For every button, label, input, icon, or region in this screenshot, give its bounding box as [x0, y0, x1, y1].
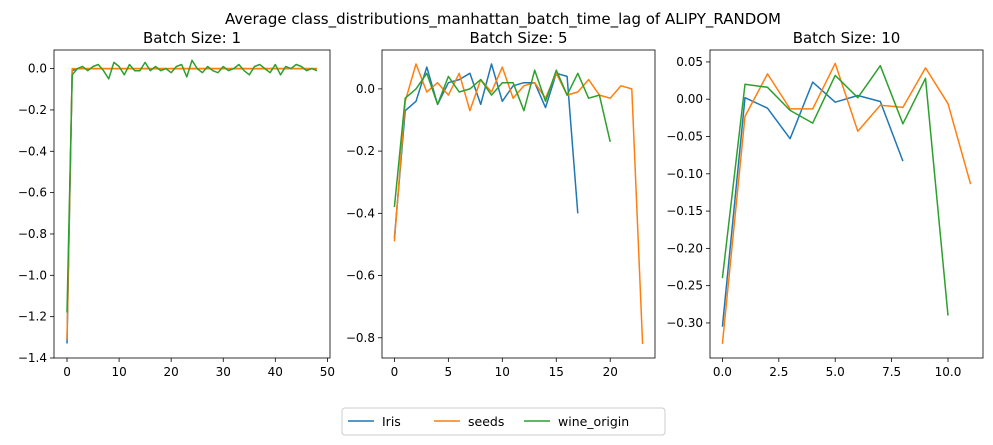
legend: Iris seeds wine_origin: [341, 407, 666, 436]
x-tick-label: 10: [111, 365, 126, 379]
series-line-iris: [721, 81, 904, 327]
x-tick-label: 20: [603, 365, 618, 379]
y-tick-label: −0.4: [18, 144, 47, 158]
axes-frame: [381, 49, 656, 359]
x-tick-label: 10: [495, 365, 510, 379]
x-tick-label: 5.0: [826, 365, 845, 379]
series-line-wine-origin: [393, 69, 611, 208]
axes-frame: [53, 49, 331, 359]
y-tick-label: −0.8: [346, 331, 375, 345]
y-tick-label: −0.6: [18, 186, 47, 200]
x-tick-label: 15: [549, 365, 564, 379]
y-tick-label: −0.2: [18, 103, 47, 117]
y-tick-label: 0.05: [676, 55, 703, 69]
y-tick-label: 0.0: [28, 62, 47, 76]
subplot-3: Batch Size: 10 0.0 2.5 5.0 7.5 10.0 0.05 0.00 −0…: [666, 29, 984, 379]
series-lines: [66, 59, 318, 344]
x-tick-label: 7.5: [882, 365, 901, 379]
y-tick-label: −0.10: [666, 167, 703, 181]
series-line-seeds: [721, 62, 972, 344]
subplots: Batch Size: 10 10 20 30 40 500.0−0.2−0.4−0.6−…: [18, 29, 984, 379]
x-tick-label: 0.0: [713, 365, 732, 379]
x-tick-label: 10.0: [935, 365, 962, 379]
legend-label: wine_origin: [558, 414, 629, 429]
legend-frame: [341, 407, 666, 436]
x-tick-label: 20: [164, 365, 179, 379]
legend-label: seeds: [468, 414, 504, 429]
subplot-title: Batch Size: 1: [143, 29, 241, 47]
x-tick-label: 40: [268, 365, 283, 379]
x-tick-label: 0: [391, 365, 399, 379]
series-line-seeds: [393, 63, 644, 345]
series-line-iris: [66, 67, 317, 344]
y-tick-label: −0.05: [666, 130, 703, 144]
y-tick-label: −0.6: [346, 269, 375, 283]
x-tick-label: 2.5: [769, 365, 788, 379]
series-line-wine-origin: [66, 59, 318, 313]
x-tick-label: 50: [320, 365, 335, 379]
y-tick-label: −0.30: [666, 316, 703, 330]
y-tick-label: 0.0: [356, 82, 375, 96]
x-tick-label: 30: [216, 365, 231, 379]
series-lines: [393, 63, 644, 345]
series-line-iris: [393, 63, 579, 239]
series-line-seeds: [66, 67, 317, 340]
subplot-2: Batch Size: 5 0 5 10 15 20 0.0 −0.2 −0.4 −0.6 −0.8: [346, 29, 656, 379]
y-tick-label: −0.20: [666, 241, 703, 255]
y-tick-label: −0.4: [346, 206, 375, 220]
y-tick-label: −0.25: [666, 279, 703, 293]
y-tick-label: −1.4: [18, 351, 47, 365]
series-line-wine-origin: [721, 64, 949, 316]
axes-frame: [709, 49, 984, 359]
x-tick-label: 0: [63, 365, 71, 379]
subplot-title: Batch Size: 10: [793, 29, 901, 47]
figure-title: Average class_distributions_manhattan_ba…: [225, 10, 781, 29]
series-lines: [721, 62, 972, 344]
y-tick-label: −1.2: [18, 310, 47, 324]
x-tick-label: 5: [445, 365, 453, 379]
legend-label: Iris: [382, 414, 401, 429]
y-tick-label: −0.2: [346, 144, 375, 158]
y-tick-label: 0.00: [676, 92, 703, 106]
subplot-1: Batch Size: 1 0 10 20 30 40 50 0.0 −0.2 −0.4 −0.6 −…: [18, 29, 335, 379]
subplot-title: Batch Size: 5: [469, 29, 567, 47]
y-tick-label: −0.15: [666, 204, 703, 218]
y-tick-label: −0.8: [18, 227, 47, 241]
y-tick-label: −1.0: [18, 268, 47, 282]
